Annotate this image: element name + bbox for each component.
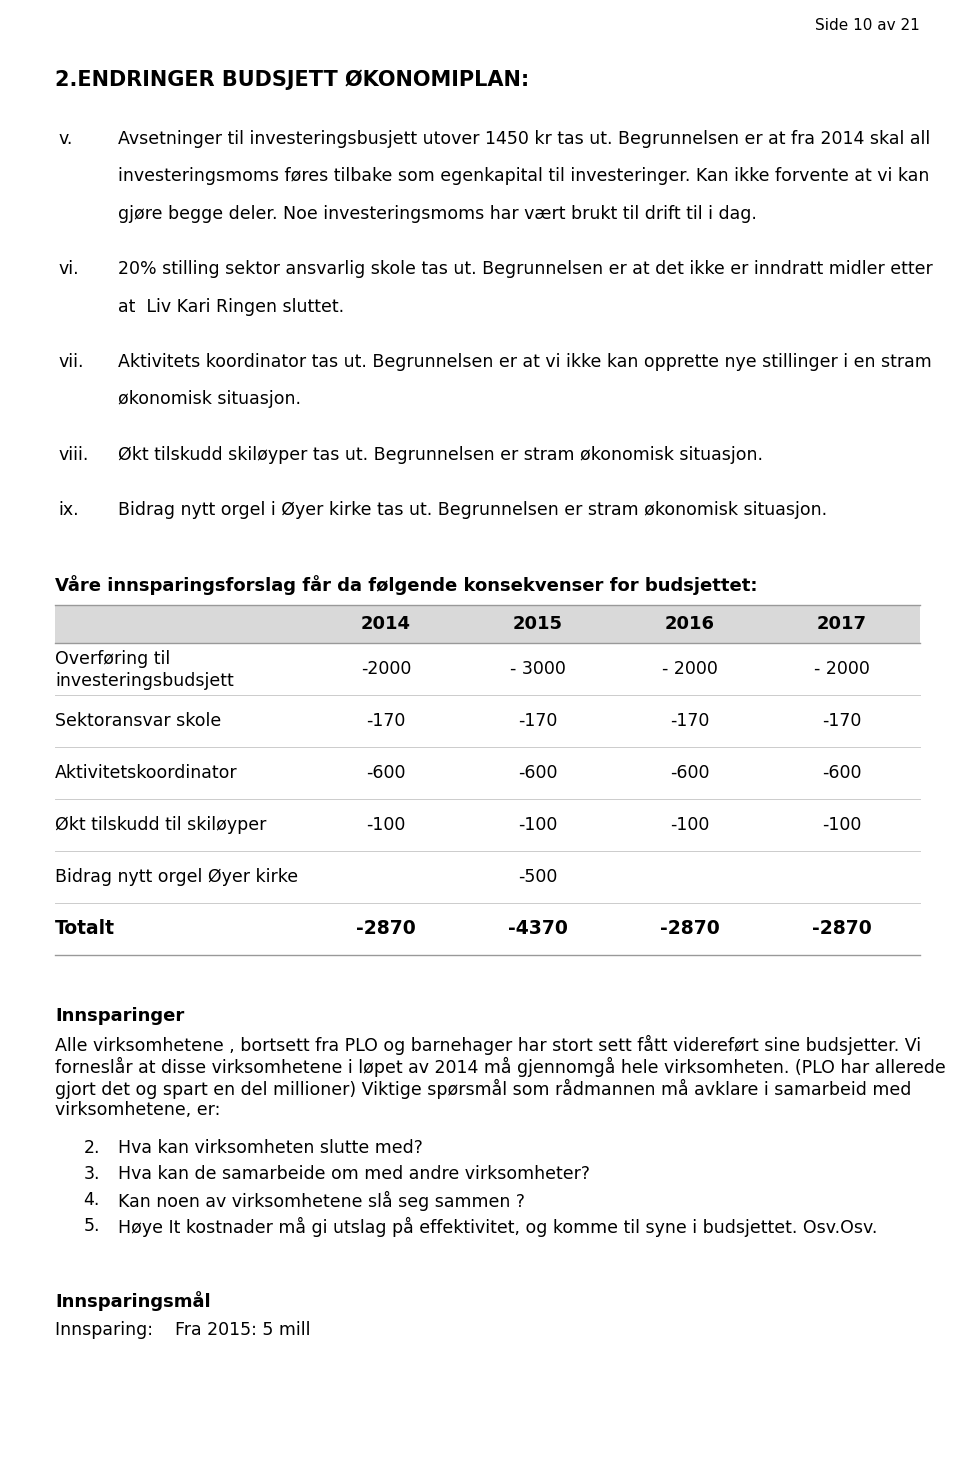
Bar xyxy=(55,605,920,642)
Text: viii.: viii. xyxy=(58,446,88,463)
Text: Hva kan de samarbeide om med andre virksomheter?: Hva kan de samarbeide om med andre virks… xyxy=(118,1165,590,1182)
Text: -2870: -2870 xyxy=(356,920,416,939)
Text: - 2000: - 2000 xyxy=(662,660,718,677)
Text: -170: -170 xyxy=(518,711,558,729)
Text: Bidrag nytt orgel Øyer kirke: Bidrag nytt orgel Øyer kirke xyxy=(55,868,299,886)
Text: Økt tilskudd til skiløyper: Økt tilskudd til skiløyper xyxy=(55,816,266,834)
Text: -2870: -2870 xyxy=(660,920,720,939)
Text: Våre innsparingsforslag får da følgende konsekvenser for budsjettet:: Våre innsparingsforslag får da følgende … xyxy=(55,574,757,595)
Text: 3.: 3. xyxy=(84,1165,100,1182)
Text: Bidrag nytt orgel i Øyer kirke tas ut. Begrunnelsen er stram økonomisk situasjon: Bidrag nytt orgel i Øyer kirke tas ut. B… xyxy=(118,502,828,520)
Text: -100: -100 xyxy=(367,816,406,834)
Text: -600: -600 xyxy=(367,763,406,782)
Text: gjøre begge deler. Noe investeringsmoms har vært brukt til drift til i dag.: gjøre begge deler. Noe investeringsmoms … xyxy=(118,205,756,223)
Text: 20% stilling sektor ansvarlig skole tas ut. Begrunnelsen er at det ikke er inndr: 20% stilling sektor ansvarlig skole tas … xyxy=(118,260,933,277)
Text: Innsparing:    Fra 2015: 5 mill: Innsparing: Fra 2015: 5 mill xyxy=(55,1321,310,1339)
Text: Side 10 av 21: Side 10 av 21 xyxy=(815,18,920,32)
Text: -100: -100 xyxy=(518,816,558,834)
Text: Økt tilskudd skiløyper tas ut. Begrunnelsen er stram økonomisk situasjon.: Økt tilskudd skiløyper tas ut. Begrunnel… xyxy=(118,446,763,463)
Text: - 3000: - 3000 xyxy=(510,660,566,677)
Text: 4.: 4. xyxy=(84,1191,100,1209)
Text: økonomisk situasjon.: økonomisk situasjon. xyxy=(118,390,301,409)
Text: 5.: 5. xyxy=(84,1216,100,1234)
Text: Alle virksomhetene , bortsett fra PLO og barnehager har stort sett fått viderefø: Alle virksomhetene , bortsett fra PLO og… xyxy=(55,1035,922,1055)
Text: 2.: 2. xyxy=(84,1138,100,1157)
Text: Avsetninger til investeringsbusjett utover 1450 kr tas ut. Begrunnelsen er at fr: Avsetninger til investeringsbusjett utov… xyxy=(118,130,930,148)
Text: Innsparingsmål: Innsparingsmål xyxy=(55,1290,210,1311)
Text: -100: -100 xyxy=(823,816,862,834)
Text: -170: -170 xyxy=(670,711,709,729)
Text: Sektoransvar skole: Sektoransvar skole xyxy=(55,711,221,729)
Text: -600: -600 xyxy=(518,763,558,782)
Text: 2016: 2016 xyxy=(665,614,715,633)
Text: vii.: vii. xyxy=(58,353,84,370)
Text: gjort det og spart en del millioner) Viktige spørsmål som rådmannen må avklare i: gjort det og spart en del millioner) Vik… xyxy=(55,1079,911,1098)
Text: Høye It kostnader må gi utslag på effektivitet, og komme til syne i budsjettet. : Høye It kostnader må gi utslag på effekt… xyxy=(118,1216,877,1237)
Text: v.: v. xyxy=(58,130,72,148)
Text: Totalt: Totalt xyxy=(55,920,115,939)
Text: 2.ENDRINGER BUDSJETT ØKONOMIPLAN:: 2.ENDRINGER BUDSJETT ØKONOMIPLAN: xyxy=(55,69,529,90)
Text: Aktivitets koordinator tas ut. Begrunnelsen er at vi ikke kan opprette nye still: Aktivitets koordinator tas ut. Begrunnel… xyxy=(118,353,932,370)
Text: 2014: 2014 xyxy=(361,614,411,633)
Text: -2870: -2870 xyxy=(812,920,872,939)
Text: Innsparinger: Innsparinger xyxy=(55,1007,184,1024)
Text: at  Liv Kari Ringen sluttet.: at Liv Kari Ringen sluttet. xyxy=(118,298,344,316)
Text: 2015: 2015 xyxy=(513,614,563,633)
Text: Aktivitetskoordinator: Aktivitetskoordinator xyxy=(55,763,238,782)
Text: -600: -600 xyxy=(670,763,709,782)
Text: virksomhetene, er:: virksomhetene, er: xyxy=(55,1101,221,1119)
Text: Hva kan virksomheten slutte med?: Hva kan virksomheten slutte med? xyxy=(118,1138,422,1157)
Text: Kan noen av virksomhetene slå seg sammen ?: Kan noen av virksomhetene slå seg sammen… xyxy=(118,1191,525,1210)
Text: 2017: 2017 xyxy=(817,614,867,633)
Text: -2000: -2000 xyxy=(361,660,411,677)
Text: investeringsbudsjett: investeringsbudsjett xyxy=(55,672,233,689)
Text: -600: -600 xyxy=(823,763,862,782)
Text: -4370: -4370 xyxy=(508,920,568,939)
Text: forneslår at disse virksomhetene i løpet av 2014 må gjennomgå hele virksomheten.: forneslår at disse virksomhetene i løpet… xyxy=(55,1057,946,1076)
Text: -170: -170 xyxy=(367,711,406,729)
Text: -100: -100 xyxy=(670,816,709,834)
Text: -500: -500 xyxy=(518,868,558,886)
Text: - 2000: - 2000 xyxy=(814,660,870,677)
Text: -170: -170 xyxy=(823,711,862,729)
Text: ix.: ix. xyxy=(58,502,79,520)
Text: investeringsmoms føres tilbake som egenkapital til investeringer. Kan ikke forve: investeringsmoms føres tilbake som egenk… xyxy=(118,167,929,186)
Text: vi.: vi. xyxy=(58,260,79,277)
Text: Overføring til: Overføring til xyxy=(55,649,170,667)
